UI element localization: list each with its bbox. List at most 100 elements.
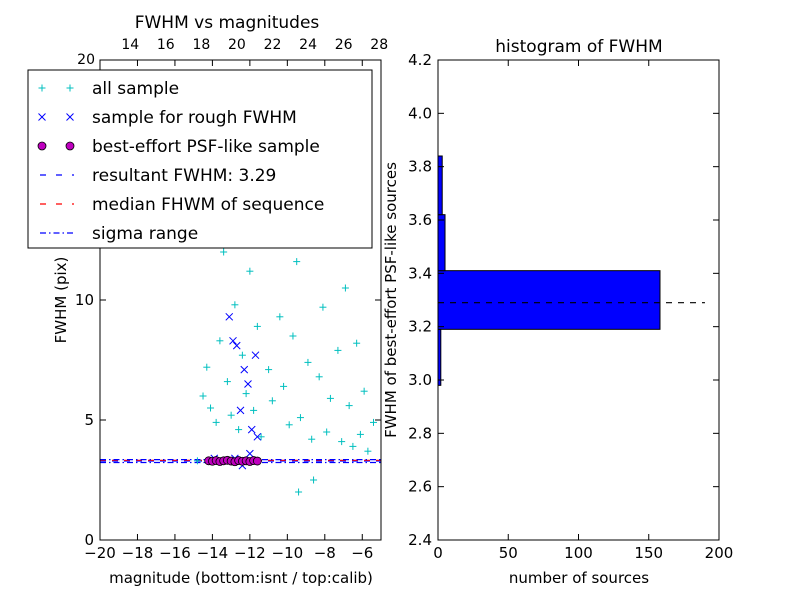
all-sample-point (280, 382, 288, 390)
rough-sample-point-b (247, 425, 256, 434)
legend: all sample sample for rough FWHM best-effo… (27, 69, 373, 249)
right-y-axis-label: FWHM of best-effort PSF-like sources (382, 162, 400, 438)
rough-sample-point (232, 341, 241, 350)
right-y-tick-label: 4.0 (408, 104, 432, 122)
left-y-ticks: 0 5 10 (75, 291, 381, 549)
right-y-tick-label: 3.4 (408, 264, 432, 282)
left-top-x-tick-label: 18 (192, 37, 210, 53)
legend-x-marker-b (38, 113, 46, 121)
legend-entry: median FHWM of sequence (40, 195, 324, 215)
rough-sample-point-b (229, 336, 237, 345)
left-chart: FWHM vs magnitudes 14 16 18 20 22 24 26 28 20 −… (52, 13, 388, 587)
legend-label: all sample (92, 79, 179, 99)
all-sample-point (253, 322, 261, 330)
left-y-tick-label: 0 (84, 531, 94, 549)
left-bottom-ticks: −20 −18 −16 −14 −12 −10 −8 −6 (84, 60, 373, 562)
left-x-tick-label: −6 (351, 544, 373, 562)
rough-sample-point-b (225, 312, 234, 321)
all-sample-point (319, 303, 327, 311)
rough-sample-point (236, 406, 245, 415)
legend-entry: resultant FWHM: 3.29 (40, 166, 276, 186)
rough-sample-point-b (251, 351, 260, 360)
all-sample-point (360, 387, 368, 395)
rough-sample-point (240, 365, 249, 374)
right-y-tick-label: 2.8 (408, 424, 432, 442)
legend-label: best-effort PSF-like sample (92, 137, 320, 157)
legend-entry: sample for rough FWHM (38, 108, 297, 128)
all-sample-point (193, 457, 201, 465)
all-sample-point (220, 248, 228, 256)
rough-sample-point (253, 432, 262, 441)
right-y-ticks: 2.4 2.6 2.8 3.0 3.2 3.4 3.6 3.8 4.0 4.2 (408, 51, 719, 549)
right-chart: histogram of FWHM 0 50 100 150 200 2.4 2.6 2.8… (382, 37, 733, 587)
legend-entry: sigma range (40, 224, 198, 244)
all-sample-point (199, 392, 207, 400)
left-top-x-tick-label: 24 (299, 37, 317, 53)
all-sample-point (216, 337, 224, 345)
right-x-tick-label: 150 (634, 544, 663, 562)
all-sample-point (296, 414, 304, 422)
all-sample-point (223, 378, 231, 386)
right-y-tick-label: 2.6 (408, 478, 432, 496)
left-top-x-tick-label: 28 (370, 37, 388, 53)
left-x-tick-label: −8 (314, 544, 336, 562)
rough-sample-point-b (236, 406, 245, 415)
all-sample-point (370, 418, 378, 426)
all-sample-point (326, 394, 334, 402)
all-sample-point (364, 447, 372, 455)
right-chart-title: histogram of FWHM (495, 37, 662, 57)
right-x-tick-label: 50 (499, 544, 518, 562)
left-top-x-tick-label: 26 (335, 37, 353, 53)
all-sample-point (242, 390, 250, 398)
rough-sample-point-b (244, 380, 252, 388)
all-sample-point (345, 402, 353, 410)
all-sample-point (246, 267, 254, 275)
legend-circle-marker (65, 141, 75, 151)
right-marks (438, 155, 705, 386)
all-sample-point (304, 358, 312, 366)
rough-sample-point-b (246, 449, 254, 458)
all-sample-point (268, 397, 276, 405)
all-sample-point (293, 258, 301, 266)
left-y-tick-label: 10 (75, 291, 94, 309)
all-sample-point (315, 373, 323, 381)
right-y-tick-label: 3.0 (408, 371, 432, 389)
legend-entries: all sample sample for rough FWHM best-effo… (37, 79, 324, 244)
all-sample-point (203, 363, 211, 371)
all-sample-point (285, 421, 293, 429)
left-top-x-tick-label: 14 (121, 37, 139, 53)
all-sample-point (250, 406, 258, 414)
histogram-bar (438, 155, 443, 216)
rough-sample-point-b (232, 341, 241, 350)
right-x-axis-label: number of sources (509, 569, 649, 587)
histogram-bar (438, 214, 446, 272)
all-sample-point (356, 430, 364, 438)
left-y-axis-label: FWHM (pix) (52, 257, 70, 344)
right-y-tick-label: 3.2 (408, 318, 432, 336)
left-plot-area (100, 73, 381, 496)
all-sample-point (341, 284, 349, 292)
left-x-axis-label: magnitude (bottom:isnt / top:calib) (109, 569, 373, 587)
legend-x-marker-b (66, 113, 74, 121)
left-marks (100, 73, 381, 496)
rough-sample-point (251, 351, 260, 360)
left-y-tick-label: 5 (84, 411, 94, 429)
right-y-tick-label: 3.6 (408, 211, 432, 229)
right-x-tick-label: 100 (564, 544, 593, 562)
right-x-tick-label: 0 (433, 544, 443, 562)
all-sample-point (227, 411, 235, 419)
legend-label: sigma range (92, 224, 198, 244)
legend-entry: best-effort PSF-like sample (37, 137, 320, 157)
right-x-ticks: 0 50 100 150 200 (433, 60, 733, 562)
left-top-ticks: 14 16 18 20 22 24 26 28 (121, 37, 388, 53)
all-sample-point (349, 442, 357, 450)
all-sample-point (207, 404, 215, 412)
rough-sample-point (247, 425, 256, 434)
rough-sample-point (244, 380, 252, 388)
left-x-tick-label: −18 (122, 544, 154, 562)
rough-sample-point (229, 336, 237, 345)
all-sample-point (212, 418, 220, 426)
legend-label: sample for rough FWHM (92, 108, 297, 128)
left-top-y-label: 20 (77, 52, 95, 68)
